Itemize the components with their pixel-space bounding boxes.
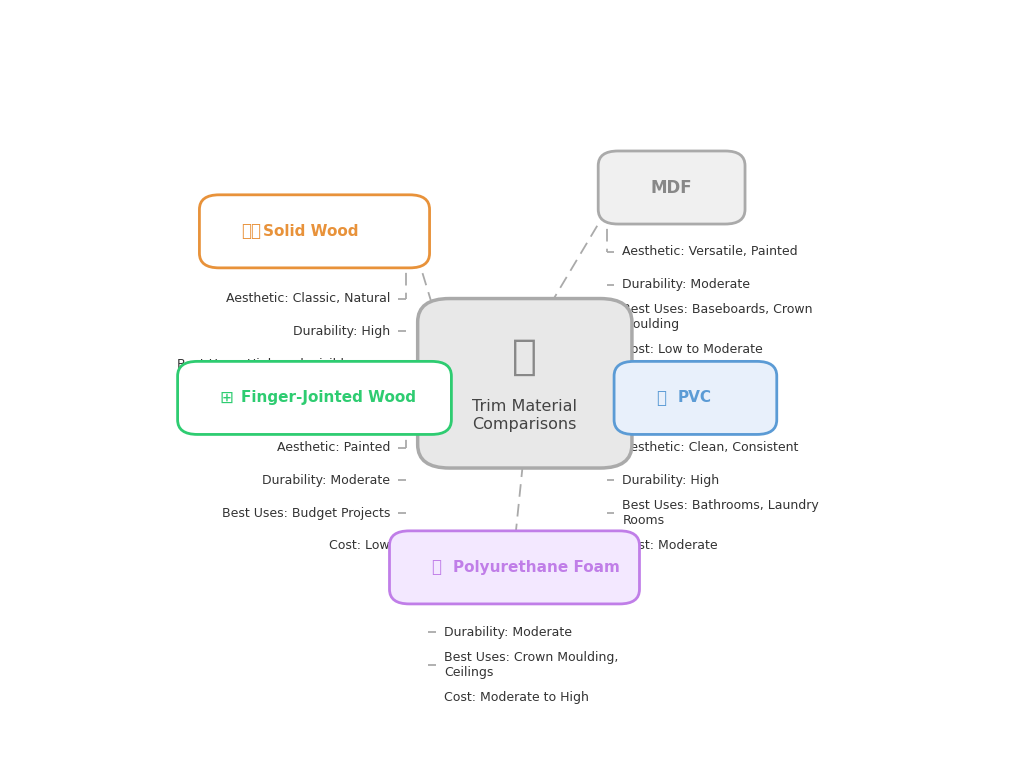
Text: Aesthetic: Versatile, Painted: Aesthetic: Versatile, Painted <box>623 245 798 258</box>
Text: 💰: 💰 <box>512 336 538 378</box>
Text: Durability: Moderate: Durability: Moderate <box>262 474 390 487</box>
Text: Aesthetic: Classic, Natural: Aesthetic: Classic, Natural <box>225 292 390 305</box>
Text: 🌳🌳: 🌳🌳 <box>242 222 261 241</box>
Text: ⊞: ⊞ <box>220 389 233 407</box>
Text: Cost: Moderate to High: Cost: Moderate to High <box>443 691 589 704</box>
FancyBboxPatch shape <box>200 195 430 268</box>
Text: Aesthetic: Ornate, Custom: Aesthetic: Ornate, Custom <box>443 593 609 606</box>
Text: MDF: MDF <box>651 178 692 197</box>
Text: Durability: Moderate: Durability: Moderate <box>623 278 751 291</box>
Text: Solid Wood: Solid Wood <box>263 224 358 239</box>
Text: Finger-Jointed Wood: Finger-Jointed Wood <box>241 390 416 405</box>
Text: Cost: High: Cost: High <box>326 390 390 403</box>
Text: Best Uses: Budget Projects: Best Uses: Budget Projects <box>221 506 390 520</box>
Text: Polyurethane Foam: Polyurethane Foam <box>453 560 620 575</box>
Text: Durability: High: Durability: High <box>293 325 390 338</box>
FancyBboxPatch shape <box>598 151 745 224</box>
FancyBboxPatch shape <box>389 531 639 604</box>
Text: Best Uses: Bathrooms, Laundry
Rooms: Best Uses: Bathrooms, Laundry Rooms <box>623 499 819 527</box>
Text: 🧪: 🧪 <box>431 559 441 576</box>
Text: Trim Material
Comparisons: Trim Material Comparisons <box>472 399 578 432</box>
FancyBboxPatch shape <box>177 361 452 434</box>
Text: Best Uses: Crown Moulding,
Ceilings: Best Uses: Crown Moulding, Ceilings <box>443 651 618 679</box>
Text: Cost: Low: Cost: Low <box>330 539 390 553</box>
Text: Durability: Moderate: Durability: Moderate <box>443 625 571 639</box>
FancyBboxPatch shape <box>418 298 632 468</box>
Text: Aesthetic: Painted: Aesthetic: Painted <box>276 441 390 454</box>
FancyBboxPatch shape <box>614 361 777 434</box>
Text: Best Uses: Baseboards, Crown
Moulding: Best Uses: Baseboards, Crown Moulding <box>623 304 813 331</box>
Text: ✨: ✨ <box>656 389 667 407</box>
Text: Best Uses: High-end, visible areas: Best Uses: High-end, visible areas <box>176 357 390 370</box>
Text: Aesthetic: Clean, Consistent: Aesthetic: Clean, Consistent <box>623 441 799 454</box>
Text: PVC: PVC <box>678 390 712 405</box>
Text: Cost: Low to Moderate: Cost: Low to Moderate <box>623 344 763 357</box>
Text: Cost: Moderate: Cost: Moderate <box>623 539 718 553</box>
Text: Durability: High: Durability: High <box>623 474 720 487</box>
